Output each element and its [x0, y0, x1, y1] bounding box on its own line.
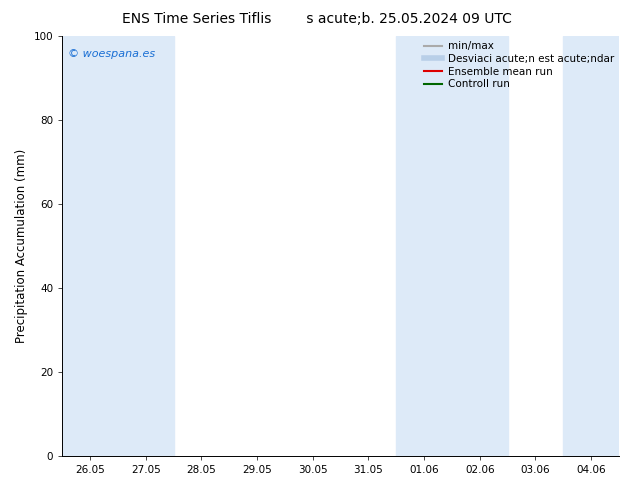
Bar [564, 36, 619, 456]
Bar [452, 36, 508, 456]
Y-axis label: Precipitation Accumulation (mm): Precipitation Accumulation (mm) [15, 149, 28, 343]
Bar [396, 36, 452, 456]
Bar [118, 36, 174, 456]
Legend: min/max, Desviaci acute;n est acute;ndar, Ensemble mean run, Controll run: min/max, Desviaci acute;n est acute;ndar… [420, 38, 617, 92]
Text: © woespana.es: © woespana.es [68, 49, 155, 59]
Text: ENS Time Series Tiflis        s acute;b. 25.05.2024 09 UTC: ENS Time Series Tiflis s acute;b. 25.05.… [122, 12, 512, 26]
Bar [62, 36, 118, 456]
